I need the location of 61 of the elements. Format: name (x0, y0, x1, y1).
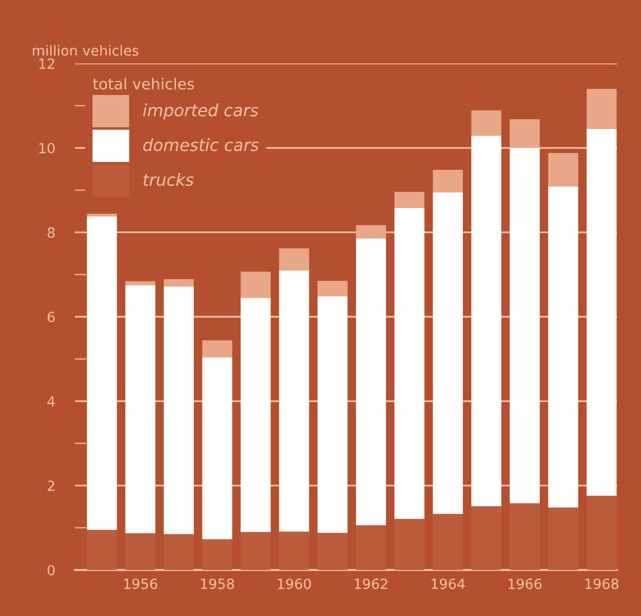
bar (394, 208, 424, 519)
y-tick-label: 10 (39, 142, 55, 154)
y-tick-label: 6 (48, 312, 55, 322)
bar (586, 496, 617, 570)
x-tick-label: 1966 (508, 578, 542, 590)
bar (394, 192, 424, 208)
x-tick-label: 1958 (201, 578, 234, 590)
y-tick-label: 4 (47, 396, 55, 406)
bar (318, 296, 348, 533)
bar (318, 532, 348, 570)
bar (164, 534, 194, 570)
y-tick-label: 0 (48, 564, 55, 576)
legend-title: total vehicles (92, 78, 194, 90)
bar (432, 514, 463, 570)
bar (548, 152, 578, 186)
legend-label: trucks (144, 173, 194, 186)
y-axis-title: million vehicles (32, 44, 138, 56)
bar (356, 238, 386, 526)
bar (510, 148, 540, 504)
bar (279, 532, 310, 570)
bar (471, 506, 502, 570)
bar (394, 518, 424, 570)
bar (548, 508, 578, 570)
bar (125, 285, 156, 534)
bar (202, 357, 232, 540)
bar (432, 170, 463, 192)
bar (86, 216, 117, 530)
bar (586, 128, 617, 496)
bar (125, 533, 156, 570)
bar (279, 270, 310, 532)
x-tick-label: 1956 (124, 578, 158, 590)
y-tick-label: 2 (48, 480, 54, 491)
bar (548, 186, 578, 508)
bar (471, 136, 502, 506)
x-tick-label: 1968 (585, 578, 618, 590)
bar (86, 214, 117, 216)
legend-label: domestic cars (143, 138, 259, 152)
x-tick-label: 1960 (278, 578, 311, 590)
bar (125, 281, 156, 286)
bar (202, 340, 232, 358)
y-tick-label: 12 (39, 58, 54, 69)
bar (471, 110, 502, 136)
legend-label: imported cars (143, 104, 258, 120)
bar (318, 280, 348, 296)
bar (240, 298, 271, 532)
bar (279, 248, 310, 270)
bar (510, 503, 540, 570)
bar (86, 530, 117, 570)
bar (240, 532, 271, 570)
y-tick-label: 8 (48, 227, 55, 238)
bar (202, 539, 232, 570)
bar (432, 192, 463, 514)
x-tick-label: 1964 (432, 578, 465, 590)
bar (356, 525, 386, 570)
bar (164, 286, 194, 534)
bar (586, 88, 617, 129)
x-tick-label: 1962 (354, 578, 388, 590)
bar (356, 225, 386, 238)
bar (240, 272, 271, 298)
bar (164, 279, 194, 286)
bar (510, 119, 540, 148)
